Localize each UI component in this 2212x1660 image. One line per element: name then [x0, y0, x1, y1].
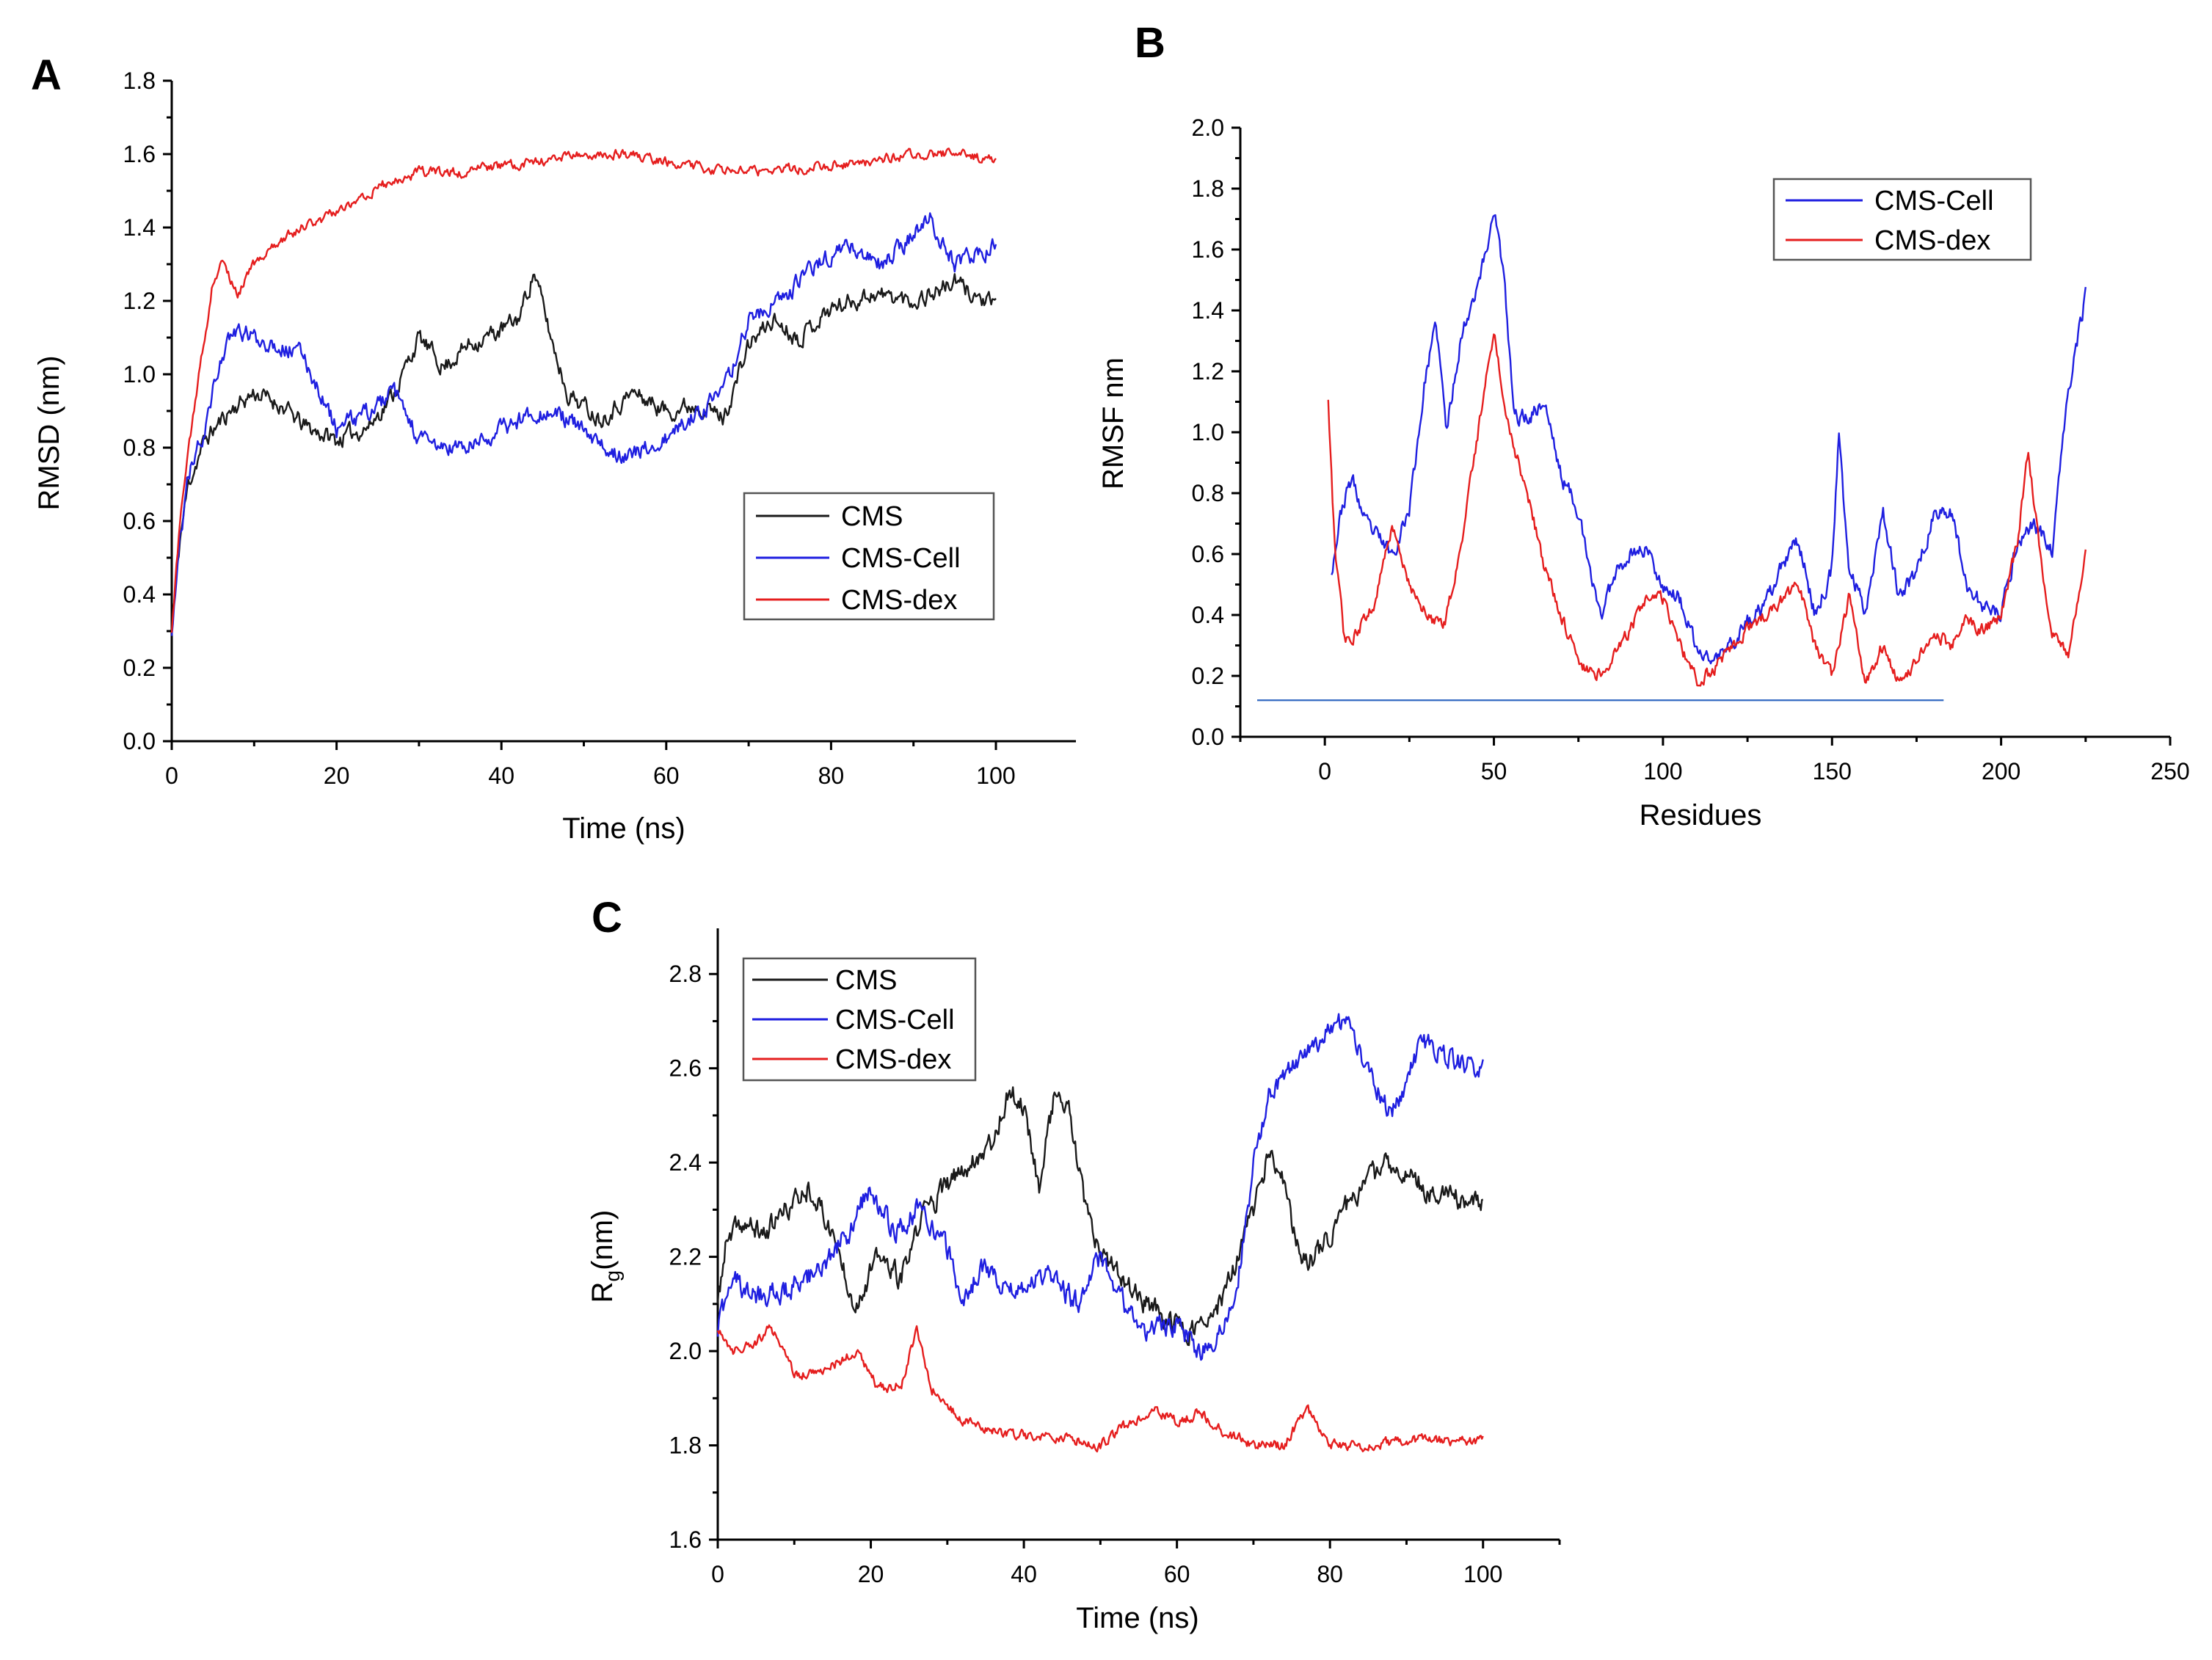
panel-a-y-tick-label: 0.6 [123, 508, 156, 534]
panel-b-y-tick-label: 0.0 [1192, 724, 1224, 750]
panel-c-legend-label-cms-cell: CMS-Cell [835, 1005, 955, 1035]
panel-c-x-tick-label: 60 [1164, 1561, 1190, 1587]
panel-a-y-tick-label: 0.0 [123, 728, 156, 754]
panel-a-y-ticks: 0.0 0.2 0.4 0.6 0.8 1.0 1.2 1.4 1.6 1.8 [123, 68, 172, 754]
panel-c-x-ticks: 0 20 40 60 80 100 [711, 1540, 1561, 1587]
panel-a-legend: CMS CMS-Cell CMS-dex [743, 492, 995, 621]
panel-c-y-ticks: 1.6 1.8 2.0 2.2 2.4 2.6 2.8 [669, 961, 718, 1553]
panel-a-y-tick-label: 1.2 [123, 288, 156, 314]
panel-c-x-label: Time (ns) [1076, 1602, 1198, 1634]
panel-b-series-cms-dex [1327, 333, 2087, 687]
panel-b-series [1257, 214, 2087, 702]
panel-b-y-tick-label: 1.6 [1192, 236, 1224, 263]
panel-a-x-ticks: 0 20 40 60 80 100 [165, 741, 1016, 789]
panel-c-series [716, 1013, 1484, 1453]
panel-a-label: A [31, 51, 62, 99]
panel-b-x-tick-label: 50 [1481, 758, 1507, 785]
panel-c-x-tick-label: 0 [711, 1561, 724, 1587]
panel-c-y-tick-label: 2.2 [669, 1244, 702, 1270]
panel-c-y-tick-label: 1.8 [669, 1433, 702, 1459]
panel-b-x-ticks: 0 50 100 150 200 250 [1239, 737, 2190, 785]
panel-c-series-cms-cell [716, 1013, 1484, 1361]
panel-c-y-label-main: R [586, 1281, 619, 1303]
panel-a-y-tick-label: 0.4 [123, 581, 156, 608]
panel-a-series [170, 148, 997, 636]
panel-a-x-tick-label: 20 [324, 762, 350, 789]
panel-b: B 0 50 100 150 200 250 0.0 0.2 0.4 0.6 0.8 1.0 1.2 1… [1097, 19, 2190, 831]
panel-b-y-label: RMSF nm [1097, 357, 1129, 489]
panel-c-x-tick-label: 100 [1463, 1561, 1502, 1587]
panel-b-y-tick-label: 0.2 [1192, 663, 1224, 689]
panel-b-y-tick-label: 1.2 [1192, 358, 1224, 385]
panel-c-y-tick-label: 2.6 [669, 1055, 702, 1082]
panel-a-legend-box [743, 492, 995, 621]
panel-b-y-tick-label: 1.0 [1192, 419, 1224, 445]
panel-c-legend-label-cms: CMS [835, 965, 897, 996]
panel-b-legend-box [1772, 178, 2032, 261]
panel-c-y-tick-label: 2.8 [669, 961, 702, 987]
panel-b-series-cms-cell [1331, 214, 2087, 665]
panel-a-y-tick-label: 1.0 [123, 361, 156, 387]
panel-a-legend-label-cms: CMS [841, 501, 903, 532]
panel-b-label: B [1135, 19, 1165, 67]
panel-a-legend-label-cms-cell: CMS-Cell [841, 543, 961, 574]
panel-a-x-tick-label: 40 [488, 762, 514, 789]
panel-b-y-tick-label: 0.4 [1192, 602, 1224, 628]
panel-b-x-tick-label: 200 [1982, 758, 2020, 785]
panel-a: A 0 20 40 60 80 100 0.0 0.2 0.4 0.6 0.8 1.0 1.2 1.4 1… [31, 51, 1076, 845]
panel-c-y-tick-label: 1.6 [669, 1526, 702, 1553]
panel-c-y-label: Rg(nm) [586, 1210, 624, 1303]
panel-c-x-tick-label: 20 [858, 1561, 884, 1587]
panel-c: C 0 20 40 60 80 100 1.6 1.8 2.0 2.2 2.4 2.6 2.8 Tim… [586, 894, 1561, 1634]
panel-b-y-tick-label: 1.4 [1192, 297, 1224, 324]
panel-b-x-tick-label: 150 [1813, 758, 1852, 785]
panel-b-y-tick-label: 0.8 [1192, 480, 1224, 506]
panel-a-series-cms-cell [170, 212, 997, 636]
panel-c-legend-label-cms-dex: CMS-dex [835, 1044, 951, 1075]
panel-c-series-cms-dex [716, 1324, 1484, 1453]
panel-c-y-tick-label: 2.4 [669, 1149, 702, 1176]
panel-b-y-tick-label: 0.6 [1192, 541, 1224, 567]
panel-b-y-ticks: 0.0 0.2 0.4 0.6 0.8 1.0 1.2 1.4 1.6 1.8 2.0 [1192, 114, 1240, 750]
panel-a-legend-label-cms-dex: CMS-dex [841, 585, 957, 616]
panel-a-x-tick-label: 60 [653, 762, 680, 789]
panel-a-y-tick-label: 0.2 [123, 655, 156, 681]
panel-a-y-tick-label: 1.4 [123, 214, 156, 241]
panel-c-legend: CMS CMS-Cell CMS-dex [742, 957, 977, 1082]
panel-a-y-label: RMSD (nm) [33, 355, 65, 510]
panel-c-x-tick-label: 80 [1317, 1561, 1343, 1587]
panel-c-y-label-sub: g [601, 1270, 624, 1282]
panel-a-x-tick-label: 0 [165, 762, 178, 789]
panel-c-label: C [592, 894, 622, 942]
panel-a-y-tick-label: 0.8 [123, 434, 156, 461]
panel-a-x-label: Time (ns) [562, 812, 685, 845]
panel-b-y-tick-label: 2.0 [1192, 114, 1224, 141]
panel-b-x-tick-label: 100 [1643, 758, 1682, 785]
panel-b-y-tick-label: 1.8 [1192, 175, 1224, 202]
panel-c-x-tick-label: 40 [1011, 1561, 1037, 1587]
panel-b-legend-label-cms-cell: CMS-Cell [1874, 186, 1994, 216]
panel-a-x-tick-label: 100 [976, 762, 1015, 789]
panel-a-y-tick-label: 1.8 [123, 68, 156, 94]
panel-c-y-label-tail: (nm) [586, 1210, 619, 1270]
panel-a-x-tick-label: 80 [818, 762, 845, 789]
panel-a-series-cms [170, 273, 997, 631]
panel-a-y-tick-label: 1.6 [123, 141, 156, 167]
panel-b-x-tick-label: 0 [1318, 758, 1331, 785]
panel-b-x-label: Residues [1640, 799, 1762, 831]
panel-a-series-cms-dex [170, 148, 997, 633]
panel-c-series-cms [716, 1086, 1484, 1347]
panel-b-legend-label-cms-dex: CMS-dex [1874, 225, 1990, 256]
panel-b-legend: CMS-Cell CMS-dex [1772, 178, 2032, 261]
panel-c-y-tick-label: 2.0 [669, 1338, 702, 1364]
panel-b-x-tick-label: 250 [2150, 758, 2189, 785]
